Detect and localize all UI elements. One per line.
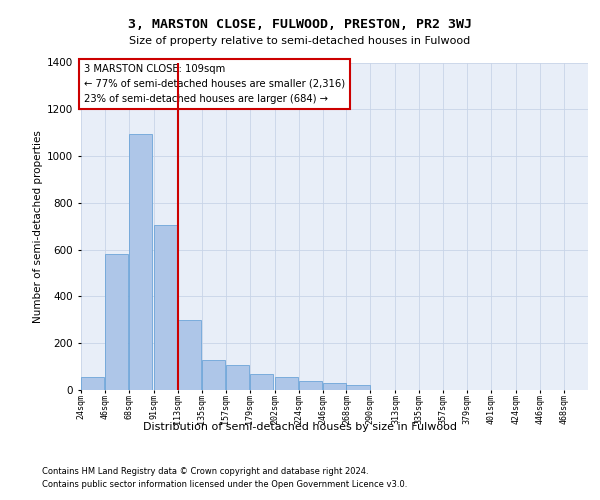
Bar [226, 364, 249, 390]
Bar [202, 360, 225, 390]
Text: Contains public sector information licensed under the Open Government Licence v3: Contains public sector information licen… [42, 480, 407, 489]
Text: Distribution of semi-detached houses by size in Fulwood: Distribution of semi-detached houses by … [143, 422, 457, 432]
Bar [346, 386, 370, 390]
Text: Contains HM Land Registry data © Crown copyright and database right 2024.: Contains HM Land Registry data © Crown c… [42, 468, 368, 476]
Bar [299, 380, 322, 390]
Bar [129, 134, 152, 390]
Text: 3 MARSTON CLOSE: 109sqm
← 77% of semi-detached houses are smaller (2,316)
23% of: 3 MARSTON CLOSE: 109sqm ← 77% of semi-de… [83, 64, 344, 104]
Bar [105, 254, 128, 390]
Bar [154, 225, 177, 390]
Y-axis label: Number of semi-detached properties: Number of semi-detached properties [33, 130, 43, 322]
Bar [250, 374, 273, 390]
Text: Size of property relative to semi-detached houses in Fulwood: Size of property relative to semi-detach… [130, 36, 470, 46]
Bar [323, 383, 346, 390]
Bar [275, 377, 298, 390]
Bar [81, 376, 104, 390]
Text: 3, MARSTON CLOSE, FULWOOD, PRESTON, PR2 3WJ: 3, MARSTON CLOSE, FULWOOD, PRESTON, PR2 … [128, 18, 472, 30]
Bar [178, 320, 201, 390]
